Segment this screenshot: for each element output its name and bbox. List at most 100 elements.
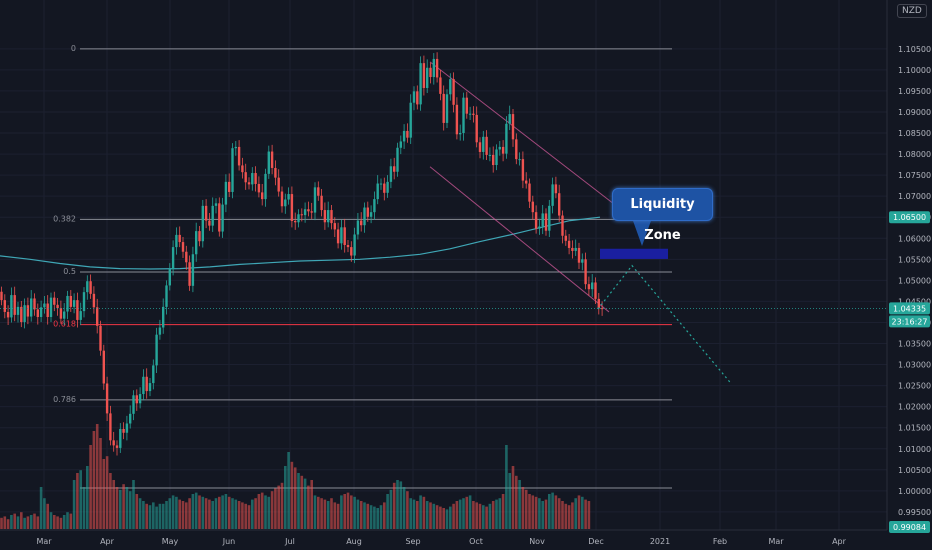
volume-bars [0, 424, 591, 529]
volume-bar [462, 498, 465, 529]
currency-badge[interactable]: NZD [897, 4, 927, 18]
volume-bar [188, 498, 191, 529]
liquidity-zone-box[interactable] [600, 248, 668, 259]
candle-body [333, 223, 336, 230]
price-tick-label: 1.02500 [898, 382, 931, 391]
candle-body [389, 166, 393, 182]
liquidity-zone-callout[interactable]: Liquidity Zone [612, 188, 713, 243]
callout-pointer [632, 218, 652, 246]
candle-body [138, 394, 142, 404]
candle-body [112, 440, 115, 446]
time-axis[interactable]: Mar Apr May Jun Jul Aug Sep Oct Nov Dec 2021 Feb Mar… [36, 537, 846, 546]
candle-body [505, 123, 508, 154]
volume-bar [488, 503, 492, 529]
volume-bar [498, 498, 502, 529]
level-price-tag: 1.06500 [893, 213, 926, 222]
drawings[interactable] [0, 218, 887, 383]
candle-body [290, 194, 294, 222]
descending-channel[interactable] [429, 61, 613, 313]
volume-bar [227, 496, 231, 529]
candle-body [567, 240, 571, 248]
candle-body [165, 285, 168, 307]
candle-body [82, 292, 86, 312]
time-tick-label: Jul [284, 537, 295, 546]
volume-bar [313, 495, 317, 529]
volume-bar [531, 495, 535, 529]
candle-body [412, 91, 416, 103]
candle-body [204, 205, 208, 221]
candle-body [171, 247, 175, 269]
volume-bar [20, 512, 23, 529]
candle-body [452, 79, 455, 105]
candle-body [13, 295, 16, 315]
channel-line[interactable] [429, 61, 613, 203]
candle-body [495, 149, 498, 166]
candle-body [597, 298, 600, 309]
volume-bar [224, 494, 228, 529]
candle-body [594, 282, 597, 299]
volume-bar [185, 502, 188, 529]
volume-bar [340, 495, 343, 529]
price-axis[interactable]: 1.10500 1.10000 1.09500 1.09000 1.08500 1.080… [898, 45, 931, 517]
liquidity-zone-label: Liquidity Zone [630, 197, 695, 243]
volume-bar [86, 466, 89, 529]
volume-bar [79, 470, 82, 529]
candle-body [544, 213, 548, 231]
candle-body [63, 311, 66, 319]
volume-bar [128, 491, 132, 529]
volume-bar [383, 502, 386, 529]
candle-body [267, 151, 270, 174]
candle-body [145, 376, 148, 392]
candle-body [69, 295, 72, 307]
candle-body [294, 221, 297, 223]
candle-body [56, 304, 59, 309]
candle-body [383, 183, 386, 193]
volume-bar [442, 508, 445, 529]
candle-body [465, 97, 468, 114]
candle-body [158, 327, 162, 335]
price-tick-label: 1.04500 [898, 297, 931, 306]
candle-body [181, 242, 185, 252]
volume-bar [241, 502, 244, 529]
candle-body [208, 220, 211, 226]
time-tick-label: Feb [713, 537, 727, 546]
candle-body [551, 184, 554, 206]
candle-body [574, 247, 577, 251]
volume-bar [142, 501, 145, 529]
price-axis-panel[interactable] [887, 0, 932, 550]
volume-bar [541, 501, 544, 529]
time-tick-label: Apr [100, 537, 115, 546]
volume-bar [554, 495, 558, 529]
candle-body [36, 309, 39, 317]
volume-bar [561, 501, 564, 529]
candle-body [498, 146, 501, 150]
volume-bar [158, 503, 162, 529]
volume-bar [62, 515, 66, 529]
volume-bar [191, 494, 195, 529]
candle-body [482, 136, 485, 152]
candle-body [234, 146, 237, 149]
price-tick-label: 1.01000 [898, 445, 931, 454]
volume-bar [23, 517, 26, 529]
volume-bar [511, 466, 515, 529]
candle-body [99, 325, 102, 351]
volume-bar [280, 482, 284, 529]
time-tick-label: Jun [222, 537, 236, 546]
volume-bar [95, 424, 99, 529]
price-tick-label: 1.06000 [898, 234, 931, 243]
candle-body [518, 159, 521, 161]
candle-body [462, 97, 465, 134]
projection-path[interactable] [597, 264, 731, 383]
price-tick-label: 1.05000 [898, 276, 931, 285]
volume-bar [115, 487, 119, 529]
candle-body [26, 305, 30, 317]
candle-body [105, 383, 109, 414]
channel-line[interactable] [429, 166, 610, 313]
candle-body [3, 300, 6, 312]
candle-body [468, 113, 472, 115]
volume-bar [303, 478, 307, 529]
candle-body [6, 311, 10, 318]
